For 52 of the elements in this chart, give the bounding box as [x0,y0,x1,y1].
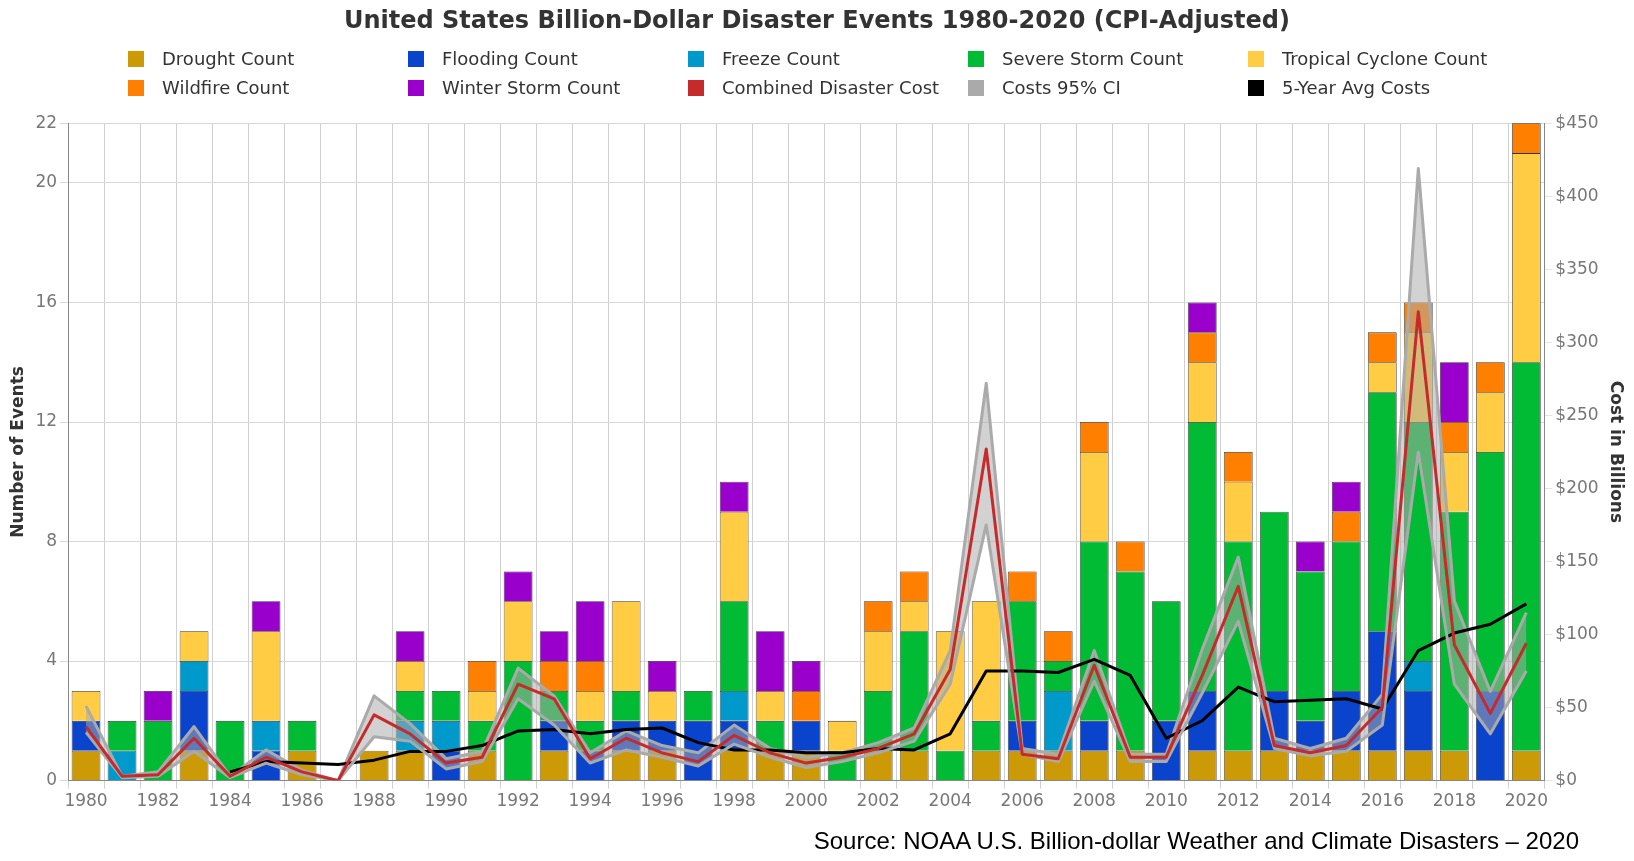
x-tick-label: 2012 [1216,790,1260,811]
x-tick-label: 1982 [136,790,180,811]
legend-label: Costs 95% CI [1002,77,1121,98]
y2-tick-label: $50 [1555,695,1588,716]
x-tick-label: 1984 [208,790,252,811]
x-tick-label: 1986 [280,790,324,811]
y2-tick-label: $250 [1555,403,1599,424]
x-tick-label: 2016 [1360,790,1404,811]
legend-label: Wildfire Count [162,77,290,98]
y-tick-label: 8 [46,529,58,550]
x-tick-label: 2000 [784,790,828,811]
x-tick-label: 1994 [568,790,612,811]
x-tick-label: 2020 [1504,790,1548,811]
legend-label: Freeze Count [722,48,840,69]
y2-tick-label: $450 [1555,111,1599,132]
x-tick-label: 2004 [928,790,972,811]
legend-label: Flooding Count [442,48,578,69]
legend-label: Severe Storm Count [1002,48,1184,69]
x-tick-label: 1996 [640,790,684,811]
y2-tick-label: $300 [1555,330,1599,351]
x-tick-label: 1998 [712,790,756,811]
x-tick-label: 2018 [1432,790,1476,811]
source-note: Source: NOAA U.S. Billion-dollar Weather and Climate Disasters – 2020 [813,827,1579,855]
y2-tick-label: $200 [1555,476,1599,497]
y2-tick-label: $350 [1555,257,1599,278]
x-tick-label: 2014 [1288,790,1332,811]
y-tick-label: 22 [35,111,58,132]
legend-label: Combined Disaster Cost [722,77,940,98]
x-tick-label: 2006 [1000,790,1044,811]
legend-label: Winter Storm Count [442,77,621,98]
y2-tick-label: $100 [1555,622,1599,643]
chart-title: United States Billion-Dollar Disaster Events 1980-2020 (CPI-Adjusted) [343,5,1291,36]
x-tick-label: 2002 [856,790,900,811]
y-tick-label: 4 [46,649,58,670]
legend-label: 5-Year Avg Costs [1282,77,1431,98]
y-axis-title: Number of Events [6,366,27,538]
y-tick-label: 16 [35,290,58,311]
legend-label: Drought Count [162,48,295,69]
x-tick-label: 1992 [496,790,540,811]
x-tick-label: 1980 [64,790,108,811]
x-tick-label: 2008 [1072,790,1116,811]
y-tick-label: 12 [35,410,58,431]
legend-label: Tropical Cyclone Count [1282,48,1488,69]
x-tick-label: 1990 [424,790,468,811]
y2-axis-title: Cost in Billions [1607,380,1628,524]
y-tick-label: 20 [35,171,58,192]
x-tick-label: 1988 [352,790,396,811]
y2-tick-label: $0 [1555,769,1577,790]
y-tick-label: 0 [46,769,58,790]
y2-tick-label: $400 [1555,184,1599,205]
y2-tick-label: $150 [1555,549,1599,570]
x-tick-label: 2010 [1144,790,1188,811]
